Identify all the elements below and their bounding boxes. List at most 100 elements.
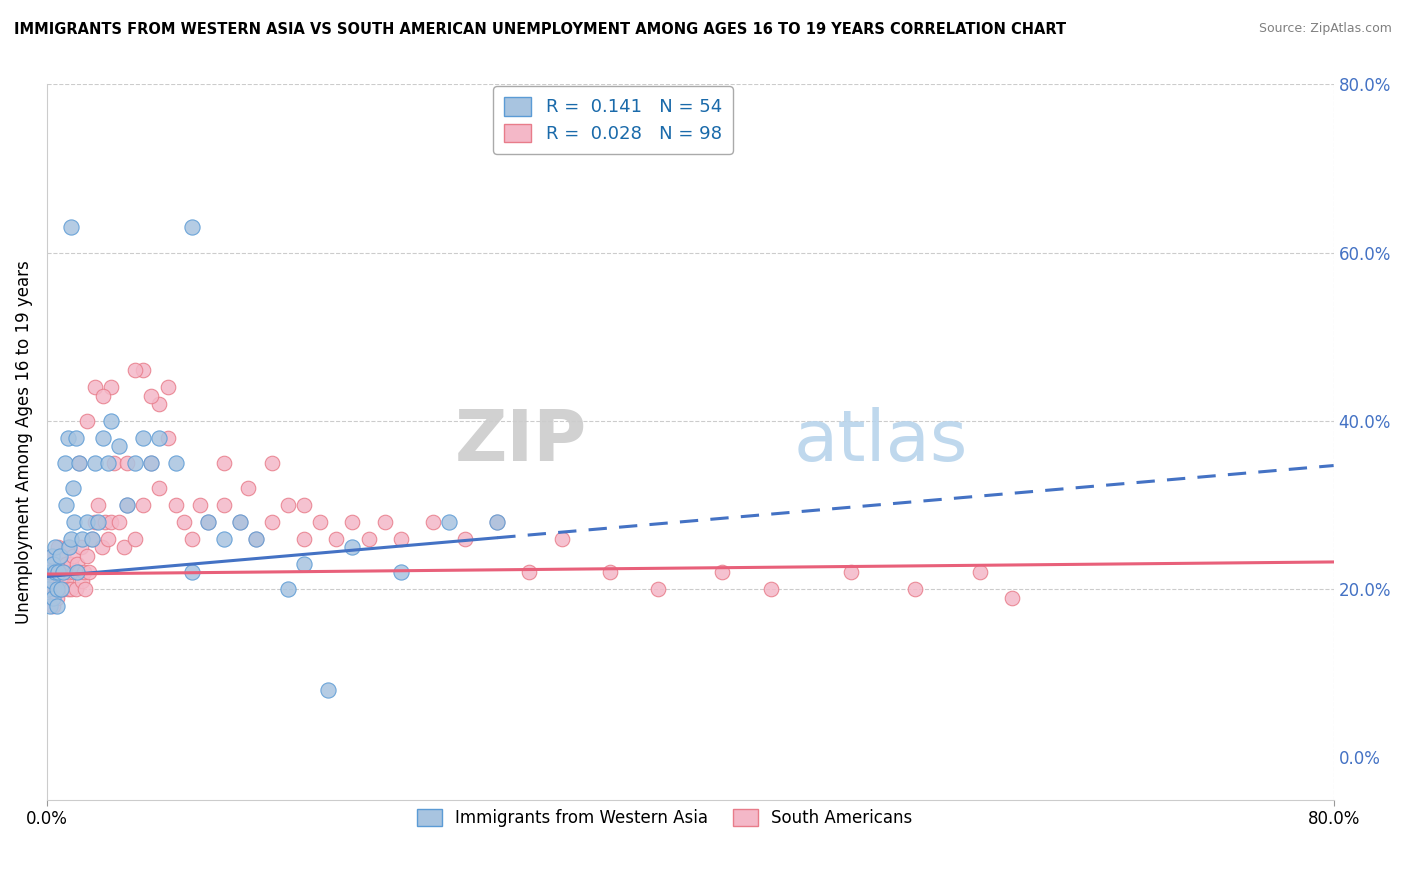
Point [76,414,98,428]
Point [389,566,412,580]
Text: IMMIGRANTS FROM WESTERN ASIA VS SOUTH AMERICAN UNEMPLOYMENT AMONG AGES 16 TO 19 : IMMIGRANTS FROM WESTERN ASIA VS SOUTH AM… [14,22,1066,37]
Point [56,431,79,445]
Point [66,557,89,571]
Point [41,574,63,588]
Point [454,532,477,546]
Point [94,515,117,529]
Point [132,498,155,512]
Point [67,456,90,470]
Point [148,431,170,445]
Point [45,566,67,580]
Point [72,532,94,546]
Point [647,582,669,597]
Point [117,456,139,470]
Point [212,456,235,470]
Point [550,532,572,546]
Y-axis label: Unemployment Among Ages 16 to 19 years: Unemployment Among Ages 16 to 19 years [15,260,32,624]
Point [759,582,782,597]
Point [357,532,380,546]
Point [141,456,163,470]
Point [56,582,79,597]
Point [519,566,541,580]
Point [100,414,122,428]
Point [46,540,69,554]
Point [56,540,79,554]
Point [325,532,347,546]
Point [69,540,91,554]
Point [76,515,98,529]
Point [42,557,65,571]
Point [77,566,100,580]
Point [55,557,77,571]
Point [73,566,96,580]
Point [84,515,107,529]
Point [486,515,509,529]
Point [67,456,90,470]
Point [309,515,332,529]
Point [839,566,862,580]
Point [41,549,63,563]
Point [165,456,187,470]
Point [292,532,315,546]
Point [132,363,155,377]
Point [49,549,72,563]
Point [245,532,267,546]
Point [39,566,62,580]
Point [49,574,72,588]
Point [52,566,75,580]
Point [1001,591,1024,605]
Point [46,566,69,580]
Point [132,431,155,445]
Point [58,540,80,554]
Point [245,532,267,546]
Point [60,220,83,235]
Point [45,599,67,613]
Point [180,220,202,235]
Point [292,498,315,512]
Point [58,566,80,580]
Point [45,582,67,597]
Point [62,481,84,495]
Point [42,599,65,613]
Point [180,566,202,580]
Point [87,515,110,529]
Point [141,456,163,470]
Point [97,456,120,470]
Point [60,557,83,571]
Point [156,431,179,445]
Point [51,582,73,597]
Point [124,363,146,377]
Point [141,389,163,403]
Point [41,574,63,588]
Point [212,532,235,546]
Point [62,549,84,563]
Text: atlas: atlas [793,408,967,476]
Point [75,582,97,597]
Point [212,498,235,512]
Point [52,582,75,597]
Point [904,582,927,597]
Point [277,498,299,512]
Point [42,557,65,571]
Point [197,515,219,529]
Point [277,582,299,597]
Point [100,380,122,394]
Point [39,599,62,613]
Point [55,574,77,588]
Point [60,532,83,546]
Point [148,481,170,495]
Point [42,591,65,605]
Point [49,557,72,571]
Point [342,540,364,554]
Point [65,582,87,597]
Point [45,591,67,605]
Point [108,439,131,453]
Point [148,397,170,411]
Point [124,456,146,470]
Point [108,515,131,529]
Text: Source: ZipAtlas.com: Source: ZipAtlas.com [1258,22,1392,36]
Point [389,532,412,546]
Point [52,549,75,563]
Point [37,582,59,597]
Point [374,515,396,529]
